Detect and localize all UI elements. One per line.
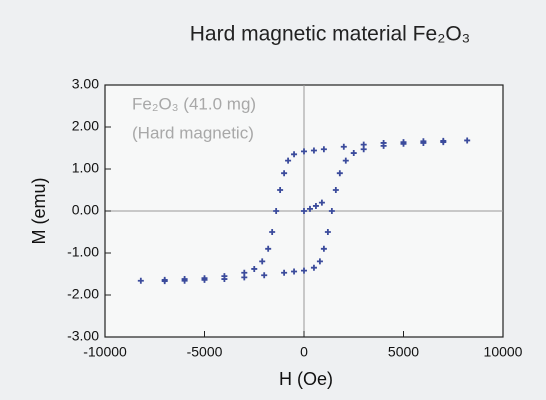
data-point (306, 205, 313, 212)
data-point (312, 202, 319, 209)
data-point (324, 229, 331, 235)
data-point (261, 272, 268, 279)
data-point (316, 258, 323, 265)
data-point (464, 137, 471, 144)
data-point (440, 139, 447, 146)
data-point (291, 151, 298, 158)
y-tick-label: -3.00 (67, 328, 99, 344)
y-tick-label: -1.00 (67, 244, 99, 260)
data-point (259, 258, 266, 265)
data-point (380, 142, 387, 149)
data-point (360, 146, 367, 153)
data-point (336, 170, 343, 177)
data-point (342, 157, 349, 164)
data-point (241, 274, 248, 281)
data-point (269, 229, 276, 235)
data-point (310, 147, 317, 154)
x-tick-label: -5000 (187, 344, 223, 360)
data-point (340, 143, 347, 150)
data-point (277, 187, 284, 193)
data-point (137, 277, 144, 284)
chart-title: Hard magnetic material Fe₂O₃ (190, 23, 470, 46)
y-axis-label: M (emu) (29, 178, 49, 245)
data-point (291, 268, 298, 275)
x-tick-label: 10000 (484, 344, 523, 360)
annotation: (Hard magnetic) (132, 123, 254, 142)
data-point (320, 245, 327, 252)
data-point (181, 277, 188, 284)
data-point (273, 208, 280, 214)
y-tick-label: 0.00 (72, 202, 99, 218)
data-point (328, 208, 335, 214)
data-point (332, 187, 339, 193)
data-point (201, 276, 208, 283)
y-tick-label: 3.00 (72, 76, 99, 92)
data-point (318, 199, 325, 206)
data-point (281, 170, 288, 177)
data-point (285, 157, 292, 164)
x-tick-label: -10000 (83, 344, 127, 360)
annotation: Fe₂O₃ (41.0 mg) (132, 94, 256, 113)
data-point (251, 265, 258, 272)
data-point (350, 150, 357, 157)
data-point (420, 139, 427, 146)
data-point (221, 276, 228, 283)
data-point (320, 146, 327, 153)
y-tick-label: 2.00 (72, 118, 99, 134)
data-point (301, 208, 307, 214)
data-point (301, 267, 307, 274)
x-tick-label: 5000 (388, 344, 419, 360)
data-point (301, 148, 307, 155)
data-point (161, 278, 168, 285)
y-tick-label: -2.00 (67, 286, 99, 302)
data-point (281, 269, 288, 276)
x-axis-label: H (Oe) (279, 369, 333, 389)
y-tick-label: 1.00 (72, 160, 99, 176)
x-tick-label: 0 (300, 344, 308, 360)
data-point (400, 140, 407, 147)
data-point (265, 245, 272, 252)
data-point (310, 264, 317, 271)
